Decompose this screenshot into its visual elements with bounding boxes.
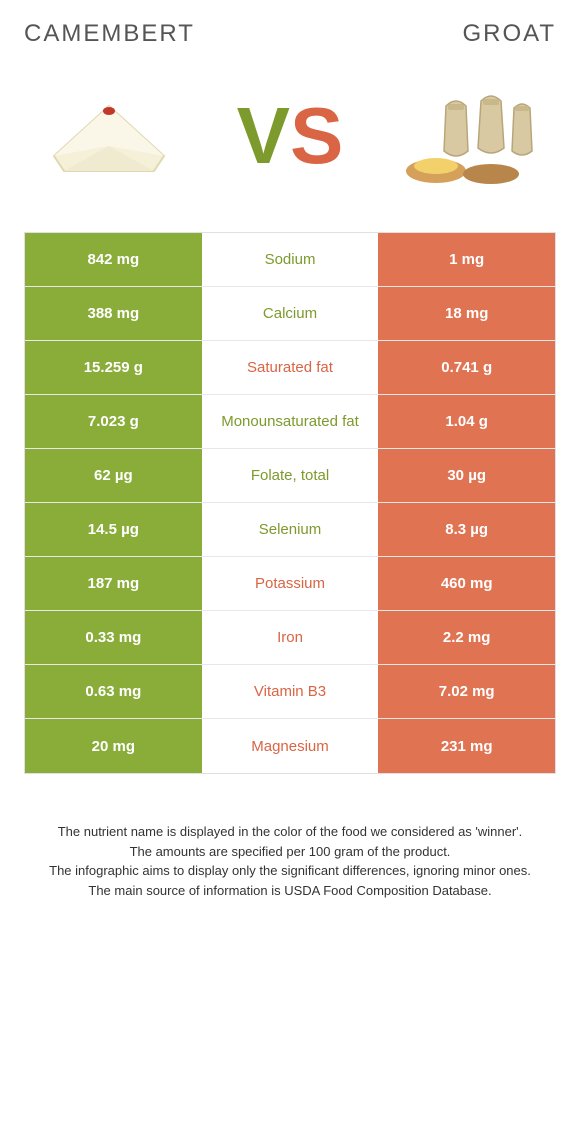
- nutrient-label: Calcium: [202, 287, 379, 340]
- table-row: 187 mgPotassium460 mg: [25, 557, 555, 611]
- nutrient-label: Selenium: [202, 503, 379, 556]
- header-row: CAMEMBERT GROAT: [24, 20, 556, 48]
- footer-line-3: The infographic aims to display only the…: [30, 861, 550, 881]
- footer-line-4: The main source of information is USDA F…: [30, 881, 550, 901]
- vs-label: VS: [237, 96, 344, 176]
- left-value: 388 mg: [25, 287, 202, 340]
- right-value: 18 mg: [378, 287, 555, 340]
- nutrient-table: 842 mgSodium1 mg388 mgCalcium18 mg15.259…: [24, 232, 556, 774]
- vs-v: V: [237, 96, 290, 176]
- right-value: 1 mg: [378, 233, 555, 286]
- left-value: 842 mg: [25, 233, 202, 286]
- nutrient-label: Folate, total: [202, 449, 379, 502]
- left-value: 14.5 µg: [25, 503, 202, 556]
- table-row: 14.5 µgSelenium8.3 µg: [25, 503, 555, 557]
- right-value: 1.04 g: [378, 395, 555, 448]
- nutrient-label: Potassium: [202, 557, 379, 610]
- right-value: 231 mg: [378, 719, 555, 773]
- right-value: 7.02 mg: [378, 665, 555, 718]
- nutrient-label: Monounsaturated fat: [202, 395, 379, 448]
- right-value: 460 mg: [378, 557, 555, 610]
- nutrient-label: Magnesium: [202, 719, 379, 773]
- table-row: 388 mgCalcium18 mg: [25, 287, 555, 341]
- nutrient-label: Saturated fat: [202, 341, 379, 394]
- left-value: 187 mg: [25, 557, 202, 610]
- footer-line-1: The nutrient name is displayed in the co…: [30, 822, 550, 842]
- right-food-title: GROAT: [290, 20, 556, 48]
- left-value: 15.259 g: [25, 341, 202, 394]
- left-food-image: [34, 76, 184, 196]
- table-row: 0.63 mgVitamin B37.02 mg: [25, 665, 555, 719]
- footer-notes: The nutrient name is displayed in the co…: [24, 822, 556, 900]
- table-row: 15.259 gSaturated fat0.741 g: [25, 341, 555, 395]
- footer-line-2: The amounts are specified per 100 gram o…: [30, 842, 550, 862]
- images-row: VS: [24, 76, 556, 196]
- table-row: 62 µgFolate, total30 µg: [25, 449, 555, 503]
- left-value: 20 mg: [25, 719, 202, 773]
- left-value: 7.023 g: [25, 395, 202, 448]
- right-value: 0.741 g: [378, 341, 555, 394]
- left-value: 62 µg: [25, 449, 202, 502]
- nutrient-label: Sodium: [202, 233, 379, 286]
- right-value: 30 µg: [378, 449, 555, 502]
- left-food-title: CAMEMBERT: [24, 20, 290, 48]
- table-row: 842 mgSodium1 mg: [25, 233, 555, 287]
- left-value: 0.33 mg: [25, 611, 202, 664]
- nutrient-label: Iron: [202, 611, 379, 664]
- table-row: 20 mgMagnesium231 mg: [25, 719, 555, 773]
- right-value: 8.3 µg: [378, 503, 555, 556]
- left-value: 0.63 mg: [25, 665, 202, 718]
- vs-s: S: [290, 96, 343, 176]
- table-row: 0.33 mgIron2.2 mg: [25, 611, 555, 665]
- right-value: 2.2 mg: [378, 611, 555, 664]
- right-food-image: [396, 76, 546, 196]
- nutrient-label: Vitamin B3: [202, 665, 379, 718]
- table-row: 7.023 gMonounsaturated fat1.04 g: [25, 395, 555, 449]
